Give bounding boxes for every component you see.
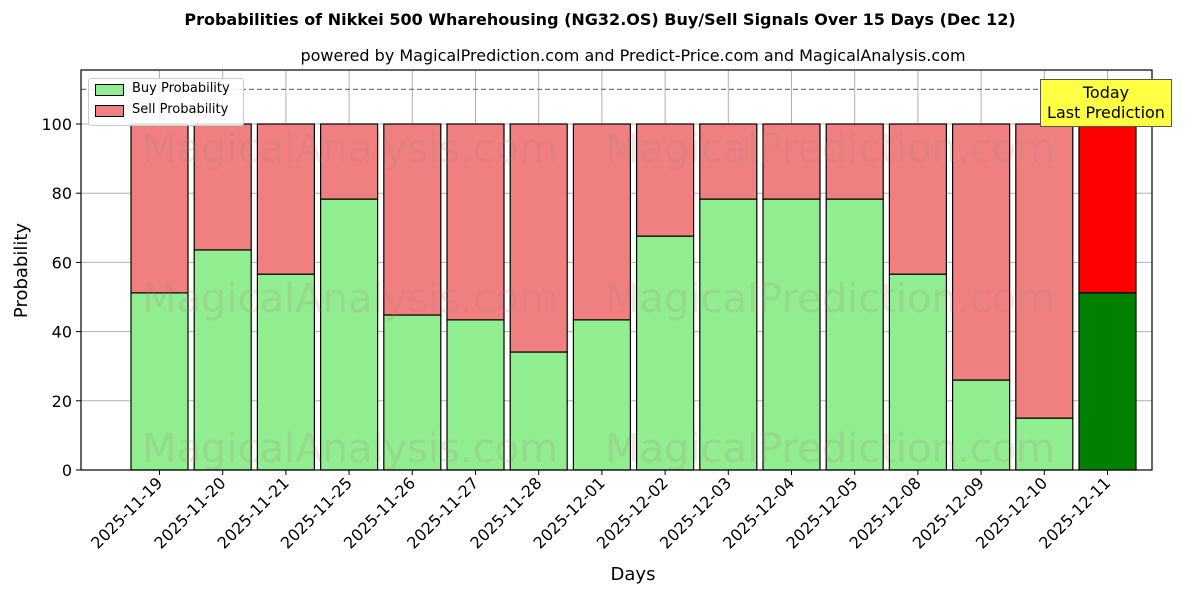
y-axis-label: Probability [11,222,33,319]
legend-buy-label: Buy Probability [132,81,230,96]
buy-bar [320,198,379,471]
sell-bar [951,123,1011,381]
buy-bar [951,379,1011,471]
svg-text:MagicalAnalysis.com: MagicalAnalysis.com [142,426,558,472]
sell-bar [509,123,568,353]
buy-bar [509,351,568,471]
sell-bar [130,123,189,294]
buy-bar [1078,292,1137,471]
sell-bar [572,123,632,321]
svg-text:0: 0 [62,461,72,480]
svg-text:100: 100 [41,115,72,134]
buy-bar [193,249,252,471]
sell-bar [699,123,758,200]
sell-bar [1015,123,1074,419]
svg-text:40: 40 [52,323,72,342]
svg-text:80: 80 [52,184,72,203]
annotation-line1: Today [1082,83,1130,102]
sell-bar [320,123,379,200]
svg-text:MagicalPrediction.com: MagicalPrediction.com [605,126,1055,172]
buy-bar [825,198,884,471]
chart-subtitle: powered by MagicalPrediction.com and Pre… [300,46,966,65]
sell-bar [635,123,695,237]
svg-text:60: 60 [52,253,72,272]
svg-text:MagicalAnalysis.com: MagicalAnalysis.com [142,126,558,172]
today-annotation: Today Last Prediction [1040,79,1172,127]
sell-bar [762,123,821,200]
buy-bar [130,292,189,471]
x-axis-label: Days [610,564,656,585]
svg-text:MagicalPrediction.com: MagicalPrediction.com [605,276,1055,322]
annotation-line2: Last Prediction [1047,103,1165,122]
sell-bar [446,123,505,321]
legend-sell-label: Sell Probability [132,102,229,117]
sell-bar [888,123,948,275]
sell-bar [383,123,442,316]
legend-sell-swatch [95,105,124,117]
sell-bar [825,123,884,200]
sell-bar [1078,123,1137,294]
buy-bar [1015,417,1074,471]
svg-text:MagicalPrediction.com: MagicalPrediction.com [605,426,1055,472]
sell-bar [193,123,252,251]
buy-bar [256,273,315,471]
legend-buy-swatch [95,84,124,96]
legend: Buy Probability Sell Probability [88,78,244,126]
sell-bar [256,123,315,275]
svg-text:20: 20 [52,392,72,411]
svg-text:MagicalAnalysis.com: MagicalAnalysis.com [142,276,558,322]
chart-title: Probabilities of Nikkei 500 Wharehousing… [184,10,1016,29]
buy-bar [446,319,505,471]
buy-bar [635,235,695,471]
